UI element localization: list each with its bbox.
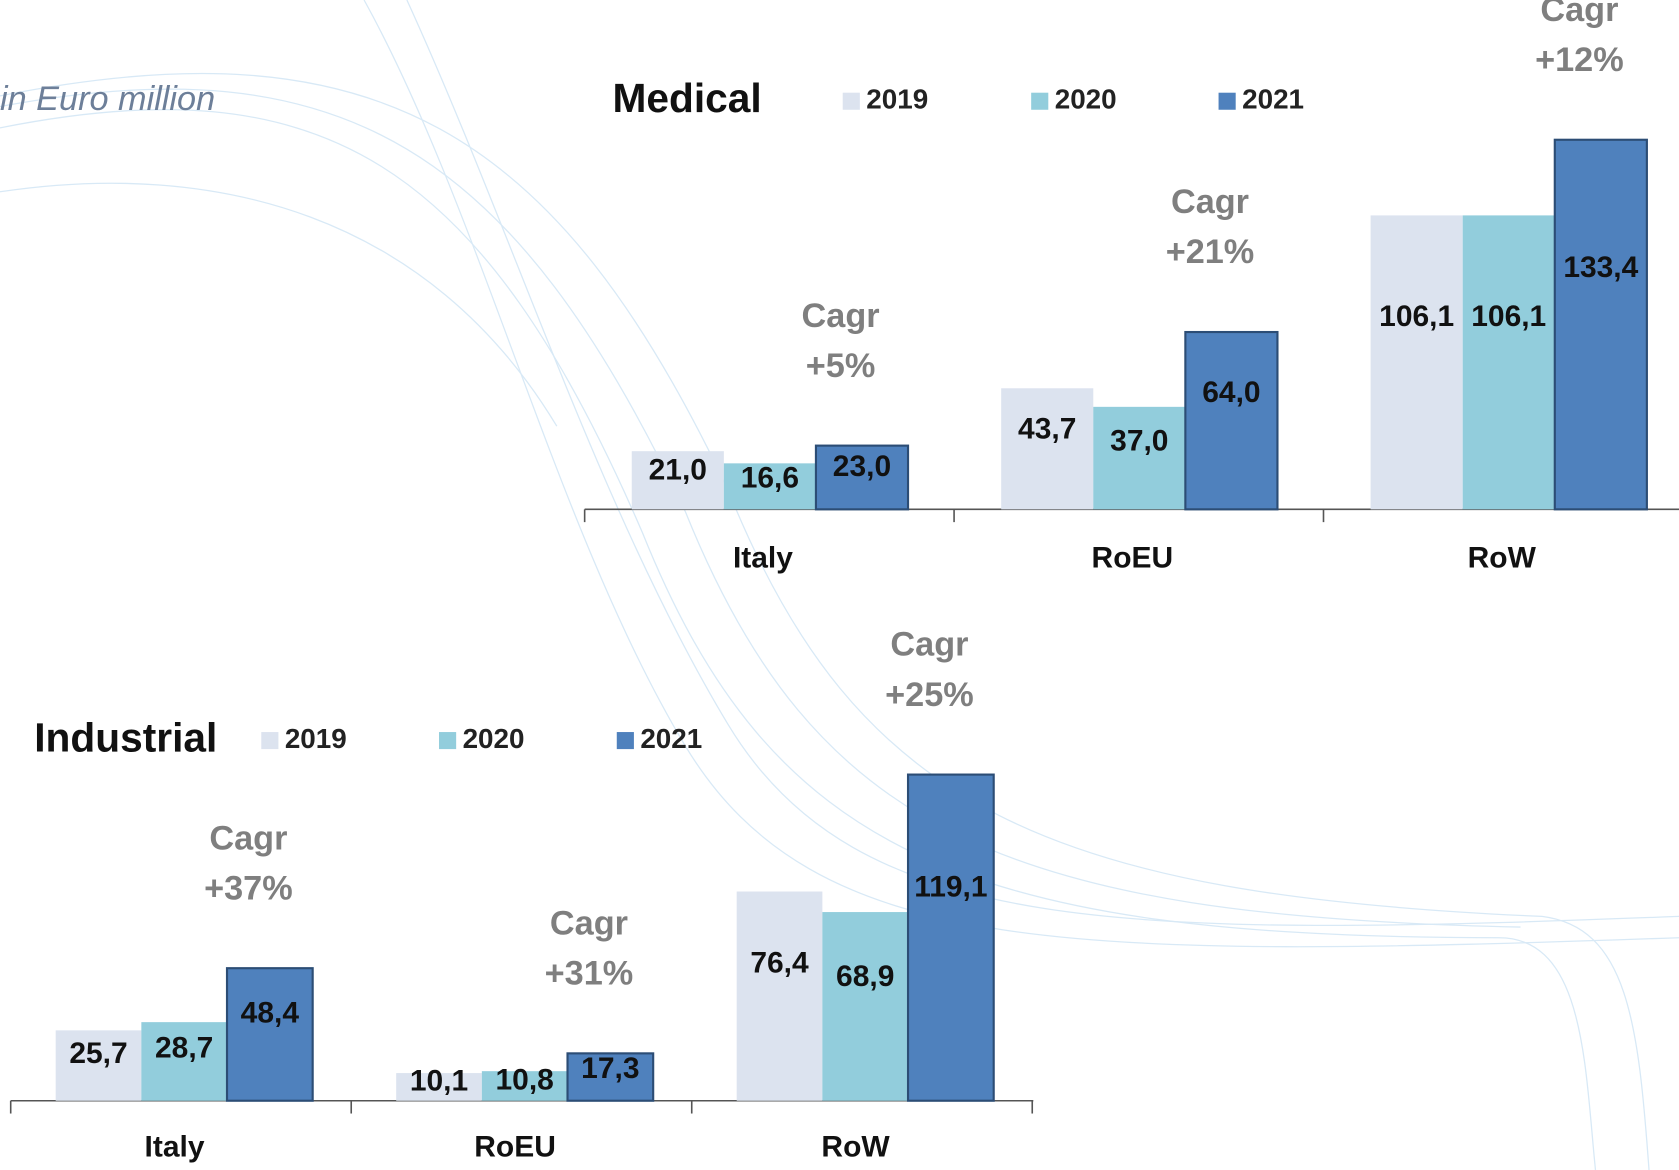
legend-swatch	[1219, 93, 1236, 110]
legend-label: 2020	[1055, 84, 1117, 115]
x-tick-label: RoEU	[1092, 541, 1174, 574]
bar	[1185, 332, 1277, 509]
bar	[1093, 407, 1185, 510]
subtitle: in Euro million	[0, 80, 215, 118]
bar	[737, 892, 823, 1101]
x-tick-label: RoEU	[474, 1131, 556, 1164]
cagr-value: +25%	[885, 676, 974, 714]
page: {"subtitle": "in Euro million", "chart_d…	[0, 0, 1679, 1170]
bar	[822, 912, 908, 1101]
data-label: 17,3	[581, 1052, 639, 1085]
data-label: 68,9	[836, 960, 894, 993]
cagr-title: Cagr	[550, 905, 628, 943]
data-label: 119,1	[914, 871, 987, 904]
legend-swatch	[439, 732, 456, 749]
cagr-value: +31%	[545, 955, 634, 993]
cagr-value: +12%	[1535, 41, 1624, 79]
chart-page: in Euro million Medical 2019 2020 2021 Italy…	[0, 0, 1679, 1170]
cagr-value: +5%	[806, 347, 876, 385]
x-tick-label: Italy	[145, 1131, 205, 1164]
legend-label: 2020	[463, 723, 525, 754]
data-label: 28,7	[155, 1032, 213, 1065]
legend-label: 2019	[285, 723, 347, 754]
bar	[1001, 388, 1093, 509]
data-label: 133,4	[1563, 251, 1638, 284]
data-label: 106,1	[1471, 300, 1546, 333]
legend-label: 2019	[866, 84, 928, 115]
data-label: 37,0	[1110, 425, 1168, 458]
bar	[1371, 215, 1463, 509]
x-tick-label: RoW	[821, 1131, 890, 1164]
cagr-title: Cagr	[1171, 183, 1249, 221]
cagr-title: Cagr	[1540, 0, 1618, 29]
data-label: 16,6	[741, 461, 799, 494]
data-label: 21,0	[649, 453, 707, 486]
legend-swatch	[261, 732, 278, 749]
data-label: 43,7	[1018, 413, 1076, 446]
legend-label: 2021	[1242, 84, 1304, 115]
data-label: 10,8	[496, 1063, 554, 1096]
data-label: 64,0	[1202, 376, 1260, 409]
chart-title: Medical	[612, 75, 761, 121]
data-label: 48,4	[241, 997, 300, 1030]
cagr-title: Cagr	[890, 626, 968, 664]
bar	[908, 775, 994, 1101]
cagr-value: +37%	[204, 869, 293, 907]
x-tick-label: Italy	[733, 541, 793, 574]
bar	[1555, 140, 1647, 510]
data-label: 10,1	[410, 1065, 468, 1098]
data-label: 23,0	[833, 450, 891, 483]
data-label: 25,7	[69, 1037, 127, 1070]
cagr-title: Cagr	[802, 297, 880, 335]
legend-swatch	[1031, 93, 1048, 110]
bar	[227, 968, 313, 1101]
legend-swatch	[843, 93, 860, 110]
cagr-value: +21%	[1166, 233, 1255, 271]
legend-swatch	[617, 732, 634, 749]
bar	[1463, 215, 1555, 509]
cagr-title: Cagr	[209, 819, 287, 857]
data-label: 76,4	[750, 947, 809, 980]
data-label: 106,1	[1379, 300, 1454, 333]
x-tick-label: RoW	[1468, 541, 1537, 574]
chart-title: Industrial	[34, 714, 217, 760]
legend-label: 2021	[640, 723, 702, 754]
